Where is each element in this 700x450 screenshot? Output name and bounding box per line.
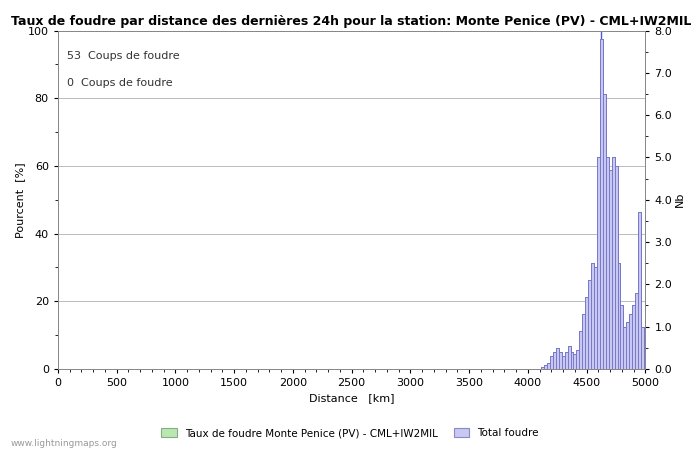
Y-axis label: Pourcent  [%]: Pourcent [%] [15,162,25,238]
Text: 53  Coups de foudre: 53 Coups de foudre [66,51,179,61]
Title: Taux de foudre par distance des dernières 24h pour la station: Monte Penice (PV): Taux de foudre par distance des dernière… [11,15,692,28]
Text: 0  Coups de foudre: 0 Coups de foudre [66,78,172,88]
X-axis label: Distance   [km]: Distance [km] [309,393,394,404]
Polygon shape [538,39,647,369]
Y-axis label: Nb: Nb [675,192,685,207]
Text: www.lightningmaps.org: www.lightningmaps.org [10,439,118,448]
Legend: Taux de foudre Monte Penice (PV) - CML+IW2MIL, Total foudre: Taux de foudre Monte Penice (PV) - CML+I… [157,424,543,442]
